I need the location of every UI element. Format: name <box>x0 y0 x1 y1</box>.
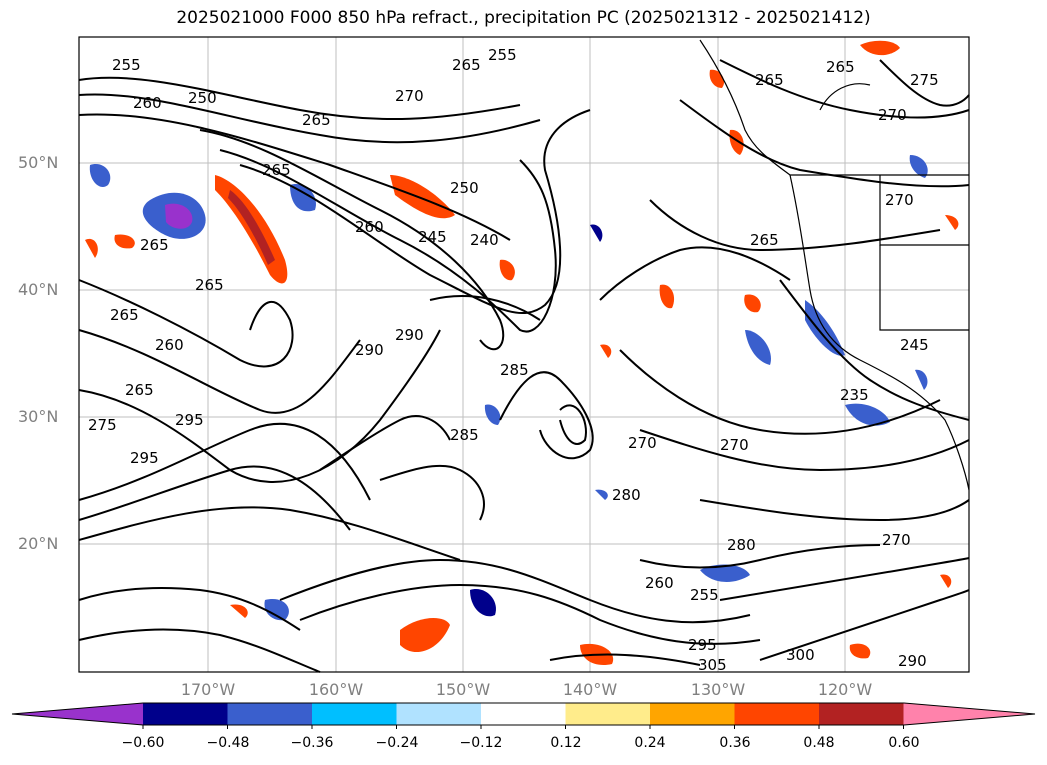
lon-label-120w: 120°W <box>817 680 873 699</box>
lon-label-170w: 170°W <box>180 680 236 699</box>
lon-label-140w: 140°W <box>562 680 618 699</box>
contour-label: 265 <box>826 58 855 76</box>
contour-label: 250 <box>188 89 217 107</box>
coastline <box>699 39 970 491</box>
colorbar-segment <box>734 703 820 725</box>
contour-label: 290 <box>898 652 927 670</box>
contour-label: 265 <box>750 231 779 249</box>
colorbar-segment <box>481 703 567 725</box>
lat-label-40n: 40°N <box>18 280 59 299</box>
colorbar-extend-left <box>12 703 143 725</box>
colorbar-segment <box>396 703 482 725</box>
contour-label: 265 <box>110 306 139 324</box>
contour-label: 285 <box>450 426 479 444</box>
contour-label: 255 <box>690 586 719 604</box>
contour-label: 265 <box>302 111 331 129</box>
contour-label: 270 <box>885 191 914 209</box>
contour-label: 235 <box>840 386 869 404</box>
colorbar-tick-label: −0.48 <box>206 735 250 751</box>
contour-label: 270 <box>628 434 657 452</box>
lon-label-130w: 130°W <box>690 680 746 699</box>
contour-label: 250 <box>450 179 479 197</box>
contour-label: 290 <box>355 341 384 359</box>
lon-label-150w: 150°W <box>435 680 491 699</box>
contour-label: 290 <box>395 326 424 344</box>
contour-label: 300 <box>786 646 815 664</box>
lat-label-50n: 50°N <box>18 153 59 172</box>
contour-label: 255 <box>488 46 517 64</box>
map-title: 2025021000 F000 850 hPa refract., precip… <box>176 8 871 28</box>
map-frame <box>78 36 970 673</box>
contour-label: 260 <box>155 336 184 354</box>
contour-label: 265 <box>262 161 291 179</box>
contour-label: 270 <box>882 531 911 549</box>
colorbar-tick-label: 0.36 <box>719 735 751 751</box>
contour-label: 295 <box>130 449 159 467</box>
colorbar-segment <box>143 703 229 725</box>
colorbar-tick-label: 0.12 <box>550 735 582 751</box>
contour-label: 265 <box>452 56 481 74</box>
contour-label: 280 <box>612 486 641 504</box>
colorbar-tick-label: −0.60 <box>121 735 165 751</box>
lat-label-30n: 30°N <box>18 407 59 426</box>
lat-label-20n: 20°N <box>18 534 59 553</box>
contour-label: 240 <box>470 231 499 249</box>
contour-label: 295 <box>175 411 204 429</box>
contour-label: 260 <box>133 94 162 112</box>
contour-label: 265 <box>125 381 154 399</box>
lon-label-160w: 160°W <box>308 680 364 699</box>
colorbar-tick-label: 0.24 <box>634 735 666 751</box>
refractivity-contours <box>78 59 970 673</box>
contour-label: 255 <box>112 56 141 74</box>
colorbar-segment <box>565 703 651 725</box>
contour-label: 260 <box>355 218 384 236</box>
contour-label: 260 <box>645 574 674 592</box>
colorbar-segment <box>312 703 398 725</box>
contour-label: 270 <box>720 436 749 454</box>
contour-label: 245 <box>418 228 447 246</box>
colorbar-segment <box>227 703 313 725</box>
contour-label: 265 <box>755 71 784 89</box>
colorbar-segment <box>819 703 905 725</box>
colorbar-tick-label: 0.60 <box>888 735 920 751</box>
contour-label: 305 <box>698 656 727 674</box>
contour-label: 270 <box>878 106 907 124</box>
contour-label: 285 <box>500 361 529 379</box>
contour-label: 280 <box>727 536 756 554</box>
colorbar-tick-label: −0.24 <box>375 735 419 751</box>
contour-label: 245 <box>900 336 929 354</box>
contour-label-layer: 255 260 250 265 270 265 255 265 265 270 … <box>88 46 939 674</box>
contour-label: 275 <box>88 416 117 434</box>
contour-label: 265 <box>195 276 224 294</box>
contour-label: 270 <box>395 87 424 105</box>
colorbar-extend-right <box>903 703 1035 725</box>
colorbar-tick-label: 0.48 <box>803 735 835 751</box>
colorbar-segment <box>650 703 736 725</box>
contour-label: 275 <box>910 71 939 89</box>
contour-label: 295 <box>688 636 717 654</box>
colorbar-tick-label: −0.36 <box>290 735 334 751</box>
contour-label: 265 <box>140 236 169 254</box>
colorbar-tick-label: −0.12 <box>459 735 503 751</box>
